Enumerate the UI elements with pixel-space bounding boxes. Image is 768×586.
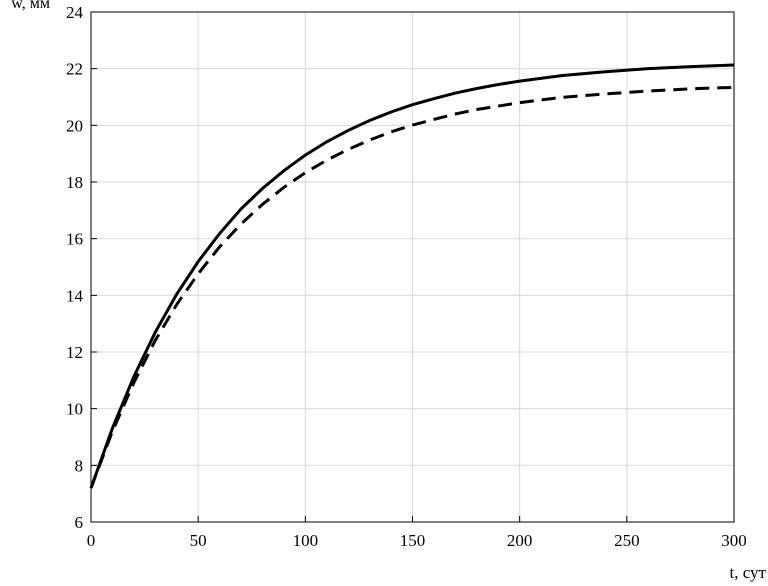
data-line <box>89 85 735 489</box>
y-tick-label: 12 <box>66 343 83 362</box>
plot-frame <box>90 11 735 523</box>
x-tick-label: 150 <box>400 531 426 550</box>
y-tick-label: 16 <box>66 230 83 249</box>
x-axis-label: t, сут <box>730 563 767 582</box>
y-tick-label: 8 <box>75 456 84 475</box>
x-tick-label: 300 <box>721 531 747 550</box>
x-tick-label: 200 <box>507 531 533 550</box>
y-tick-label: 6 <box>75 513 84 532</box>
y-axis-label: w, мм <box>11 0 50 12</box>
y-tick-label: 18 <box>66 173 83 192</box>
data-line <box>89 63 735 489</box>
x-tick-label: 250 <box>614 531 640 550</box>
x-tick-label: 100 <box>293 531 319 550</box>
y-tick-label: 10 <box>66 400 83 419</box>
y-tick-label: 14 <box>66 286 84 305</box>
y-tick-label: 24 <box>66 3 84 22</box>
y-tick-label: 22 <box>66 60 83 79</box>
y-tick-label: 20 <box>66 116 83 135</box>
x-tick-label: 0 <box>87 531 96 550</box>
x-tick-label: 50 <box>190 531 207 550</box>
